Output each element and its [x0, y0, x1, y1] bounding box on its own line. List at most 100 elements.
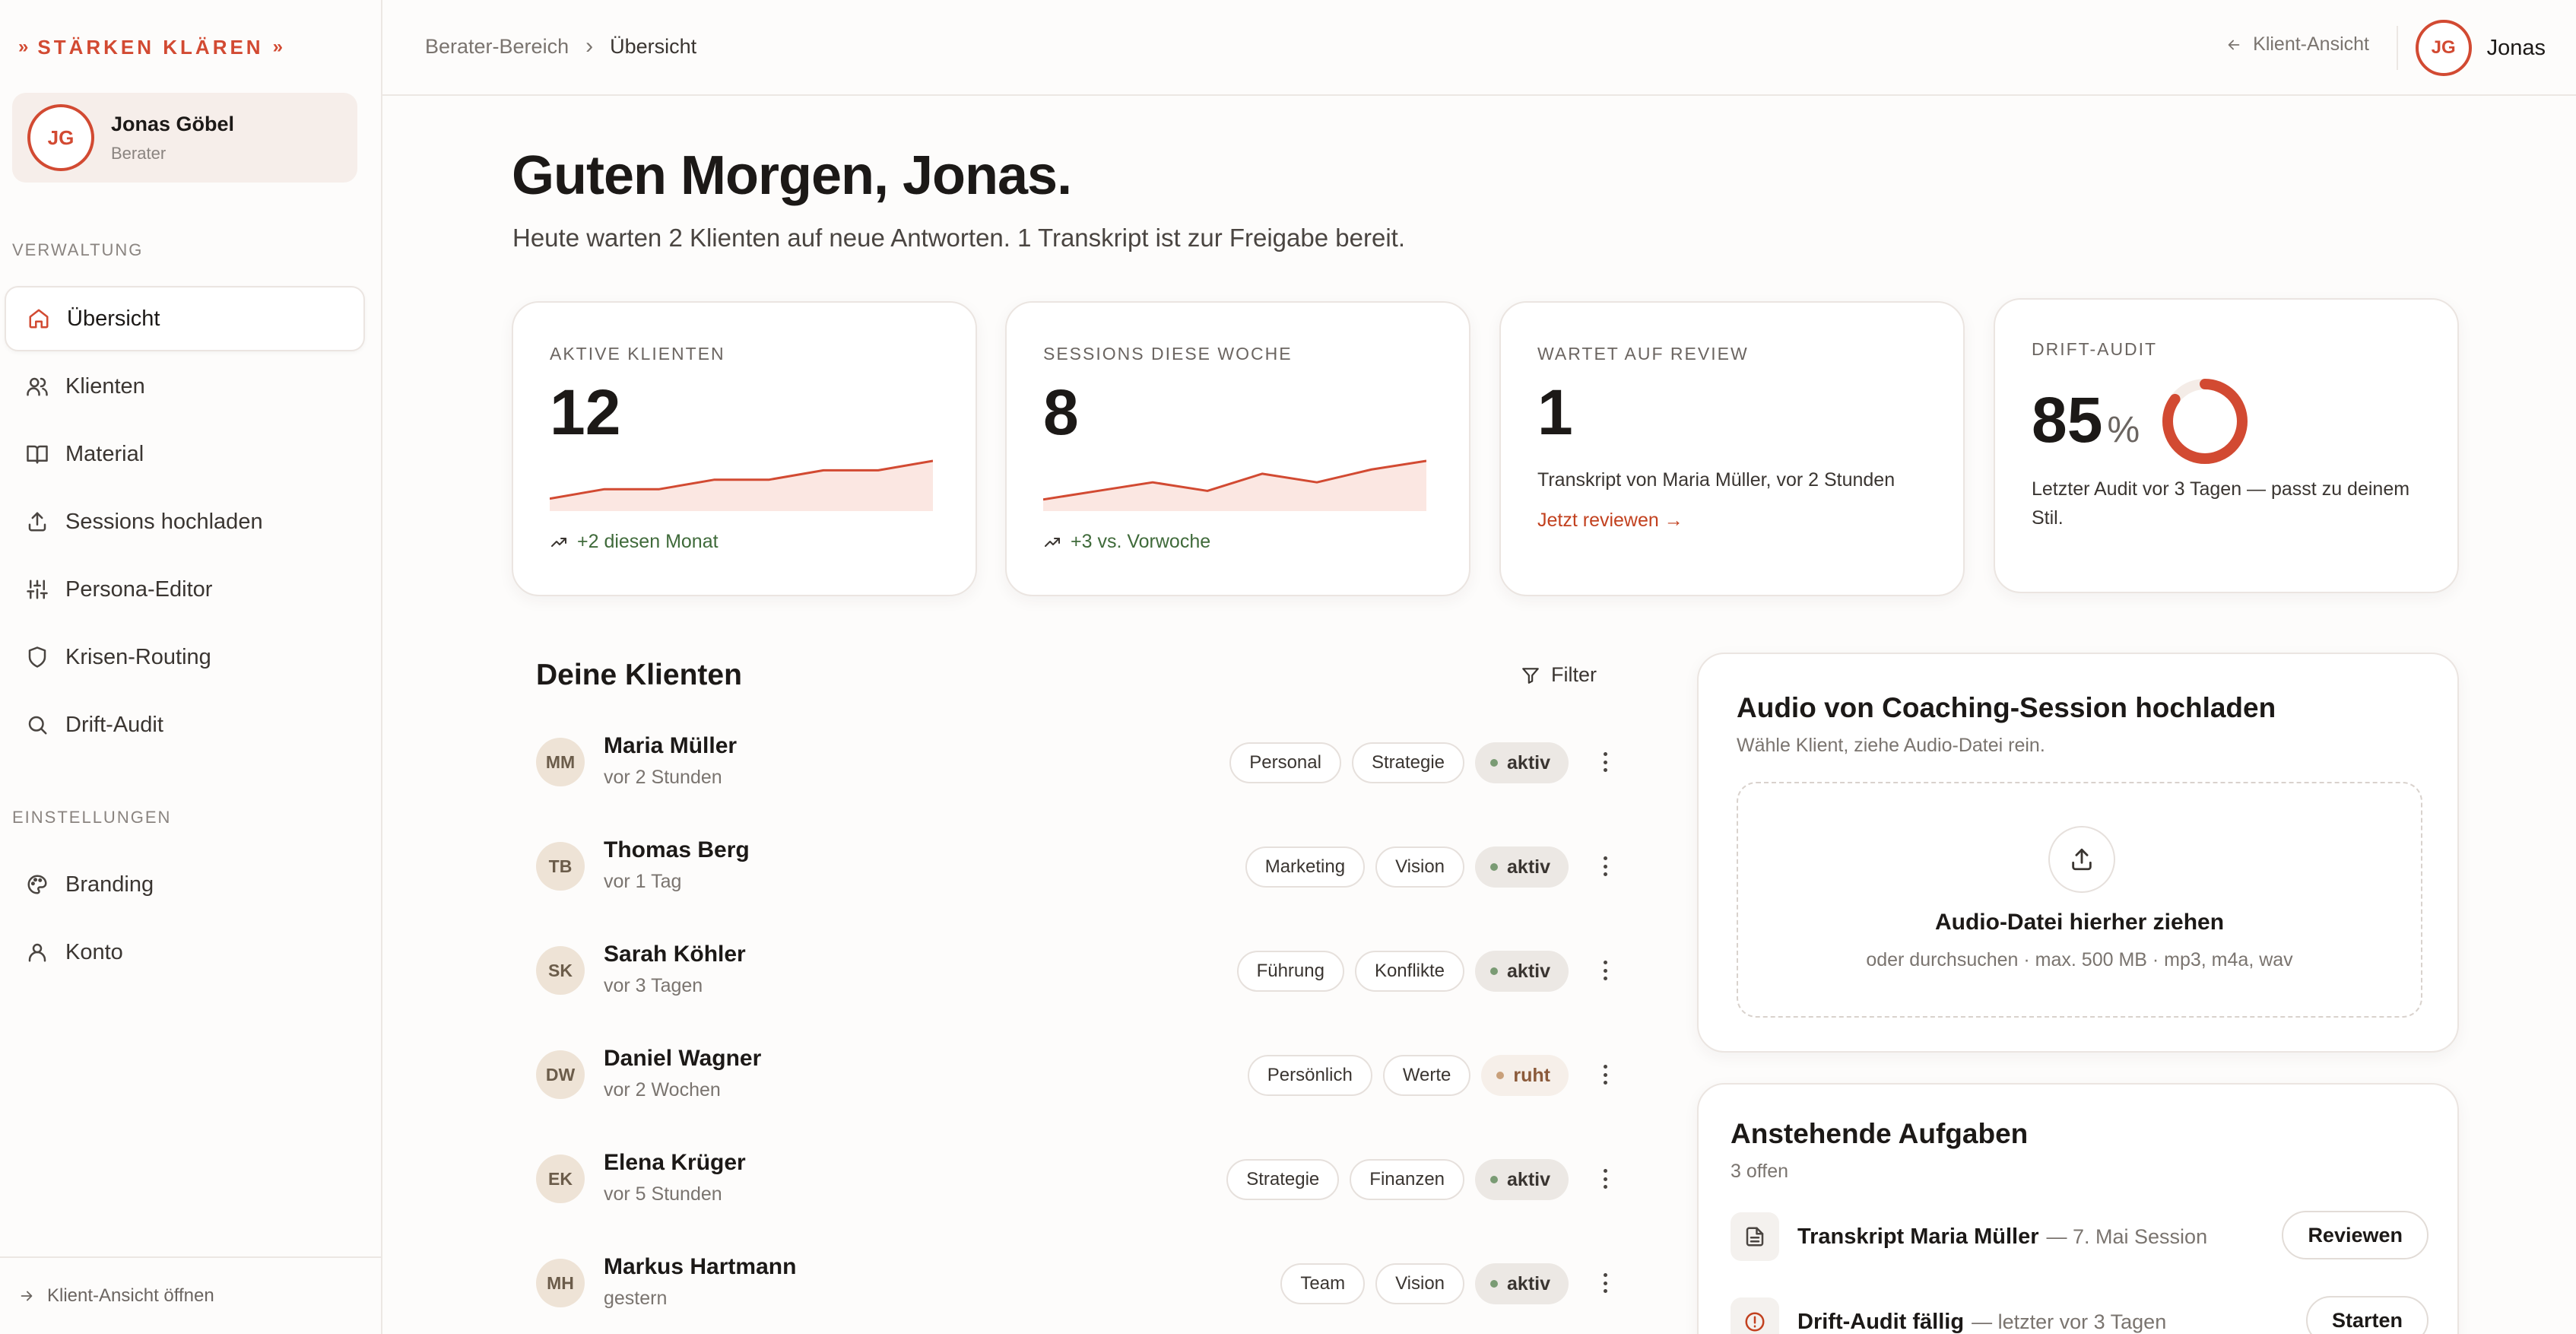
stat-card-review[interactable]: WARTET AUF REVIEW 1 Transkript von Maria… [1499, 301, 1965, 596]
table-row[interactable]: MM Maria Müller vor 2 Stunden Personal S… [536, 724, 1623, 800]
sidebar-item-label: Klienten [65, 373, 145, 399]
alert-icon [1745, 1312, 1765, 1332]
client-name: Daniel Wagner [604, 1046, 762, 1071]
client-avatar: TB [536, 842, 585, 891]
page-subtitle: Heute warten 2 Klienten auf neue Antwort… [512, 224, 1405, 252]
upload-icon [28, 512, 46, 532]
dropzone-subtitle[interactable]: oder durchsuchen · max. 500 MB · mp3, m4… [1866, 949, 2293, 970]
open-client-view-link[interactable]: Klient-Ansicht öffnen [0, 1256, 382, 1334]
breadcrumb: Berater-Bereich › Übersicht [425, 33, 696, 59]
more-options-icon[interactable] [1596, 750, 1614, 774]
filter-icon [1522, 667, 1539, 684]
tasks-card: Anstehende Aufgaben 3 offen Transkript M… [1697, 1083, 2459, 1334]
drift-donut [2162, 379, 2248, 464]
breadcrumb-root[interactable]: Berater-Bereich [425, 34, 569, 58]
breadcrumb-separator: › [585, 33, 594, 59]
status-dot [1490, 1280, 1499, 1288]
sidebar-item-crisis-routing[interactable]: Krisen-Routing [5, 624, 365, 690]
more-options-icon[interactable] [1596, 1062, 1614, 1087]
stat-card-active-clients[interactable]: AKTIVE KLIENTEN 12 +2 diesen Monat [512, 301, 977, 596]
sparkline-line [1043, 459, 1426, 501]
sidebar-item-label: Krisen-Routing [65, 644, 211, 669]
table-row[interactable]: SK Sarah Köhler vor 3 Tagen Führung Konf… [536, 932, 1623, 1008]
status-dot [1496, 1072, 1505, 1079]
sidebar-item-label: Persona-Editor [65, 576, 213, 602]
brand-logo[interactable]: » STÄRKEN KLÄREN » [18, 33, 283, 61]
client-tag: Strategie [1351, 742, 1465, 783]
client-tags: Strategie Finanzen aktiv [1226, 1159, 1569, 1200]
table-row[interactable]: TB Thomas Berg vor 1 Tag Marketing Visio… [536, 828, 1623, 904]
review-now-link[interactable]: Jetzt reviewen → [1537, 510, 1683, 531]
table-row[interactable]: MH Markus Hartmann gestern Team Vision a… [536, 1245, 1623, 1321]
client-tag: Persönlich [1247, 1055, 1372, 1096]
client-tag: Konflikte [1354, 951, 1465, 992]
sidebar-item-label: Branding [65, 872, 154, 897]
start-button[interactable]: Starten [2305, 1296, 2428, 1334]
sidebar-item-label: Material [65, 441, 144, 466]
task-meta: — letzter vor 3 Tagen [1972, 1310, 2167, 1333]
more-options-icon[interactable] [1596, 1167, 1614, 1191]
sidebar-item-material[interactable]: Material [5, 421, 365, 487]
stat-label: WARTET AUF REVIEW [1537, 344, 1749, 364]
status-dot [1490, 863, 1499, 871]
stat-card-sessions-week[interactable]: SESSIONS DIESE WOCHE 8 +3 vs. Vorwoche [1005, 301, 1470, 596]
topbar-divider [2397, 26, 2398, 70]
status-dot [1490, 967, 1499, 975]
more-options-icon[interactable] [1596, 1271, 1614, 1295]
status-badge: aktiv [1475, 1159, 1569, 1200]
sidebar-item-branding[interactable]: Branding [5, 852, 365, 917]
section-label-admin: VERWALTUNG [12, 240, 144, 259]
client-avatar: SK [536, 946, 585, 995]
client-name: Maria Müller [604, 733, 738, 758]
user-card[interactable]: JG Jonas Göbel Berater [12, 93, 357, 183]
sidebar-item-label: Sessions hochladen [65, 509, 263, 534]
upload-icon [2072, 848, 2092, 871]
topbar-user-menu[interactable]: JG Jonas [2415, 20, 2546, 76]
filter-button[interactable]: Filter [1521, 663, 1597, 687]
audio-dropzone[interactable]: Audio-Datei hierher ziehen oder durchsuc… [1737, 782, 2422, 1018]
client-view-button[interactable]: Klient-Ansicht [2225, 33, 2369, 56]
stat-value: 12 [550, 376, 621, 448]
stat-trend-text: +2 diesen Monat [577, 531, 719, 552]
table-row[interactable]: DW Daniel Wagner vor 2 Wochen Persönlich… [536, 1037, 1623, 1113]
sidebar-item-persona-editor[interactable]: Persona-Editor [5, 557, 365, 622]
status-label: ruht [1513, 1064, 1550, 1086]
upload-card: Audio von Coaching-Session hochladen Wäh… [1697, 653, 2459, 1053]
dropzone-title: Audio-Datei hierher ziehen [1934, 910, 2225, 935]
more-options-icon[interactable] [1596, 854, 1614, 878]
brand-chevron-left: » [18, 37, 29, 57]
topbar: Berater-Bereich › Übersicht Klient-Ansic… [382, 0, 2576, 96]
client-tags: Führung Konflikte aktiv [1236, 951, 1569, 992]
stat-value-wrap: 85% [2032, 383, 2140, 457]
stat-value: 1 [1537, 376, 1573, 448]
stat-label: SESSIONS DIESE WOCHE [1043, 344, 1293, 364]
stat-label: AKTIVE KLIENTEN [550, 344, 725, 364]
status-badge: aktiv [1475, 1263, 1569, 1304]
client-avatar: MM [536, 738, 585, 786]
page-title: Guten Morgen, Jonas. [512, 145, 1072, 206]
filter-label: Filter [1551, 663, 1597, 686]
topbar-user-name: Jonas [2486, 35, 2546, 60]
open-client-view-label: Klient-Ansicht öffnen [47, 1285, 214, 1306]
palette-icon [27, 875, 47, 894]
task-meta: — 7. Mai Session [2046, 1225, 2208, 1248]
client-tag: Vision [1375, 1263, 1465, 1304]
table-row[interactable]: EK Elena Krüger vor 5 Stunden Strategie … [536, 1141, 1623, 1217]
client-last-activity: vor 2 Wochen [604, 1079, 721, 1101]
client-avatar: MH [536, 1259, 585, 1307]
sidebar-item-clients[interactable]: Klienten [5, 354, 365, 419]
sidebar-item-overview[interactable]: Übersicht [5, 286, 365, 351]
client-tag: Personal [1229, 742, 1341, 783]
task-title-text: Transkript Maria Müller [1797, 1224, 2039, 1249]
sidebar-item-drift-audit[interactable]: Drift-Audit [5, 692, 365, 758]
stat-description: Letzter Audit vor 3 Tagen — passt zu dei… [2032, 478, 2410, 529]
sidebar-item-upload-sessions[interactable]: Sessions hochladen [5, 489, 365, 554]
stat-value: 8 [1043, 376, 1079, 448]
client-tag: Werte [1382, 1055, 1471, 1096]
task-item: Transkript Maria Müller — 7. Mai Session … [1731, 1211, 2428, 1261]
review-button[interactable]: Reviewen [2282, 1211, 2428, 1259]
sidebar-item-account[interactable]: Konto [5, 920, 365, 985]
more-options-icon[interactable] [1596, 958, 1614, 983]
client-last-activity: vor 2 Stunden [604, 767, 722, 788]
stat-card-drift-audit[interactable]: DRIFT-AUDIT 85% Letzter Audit vor 3 Tage… [1994, 298, 2459, 593]
